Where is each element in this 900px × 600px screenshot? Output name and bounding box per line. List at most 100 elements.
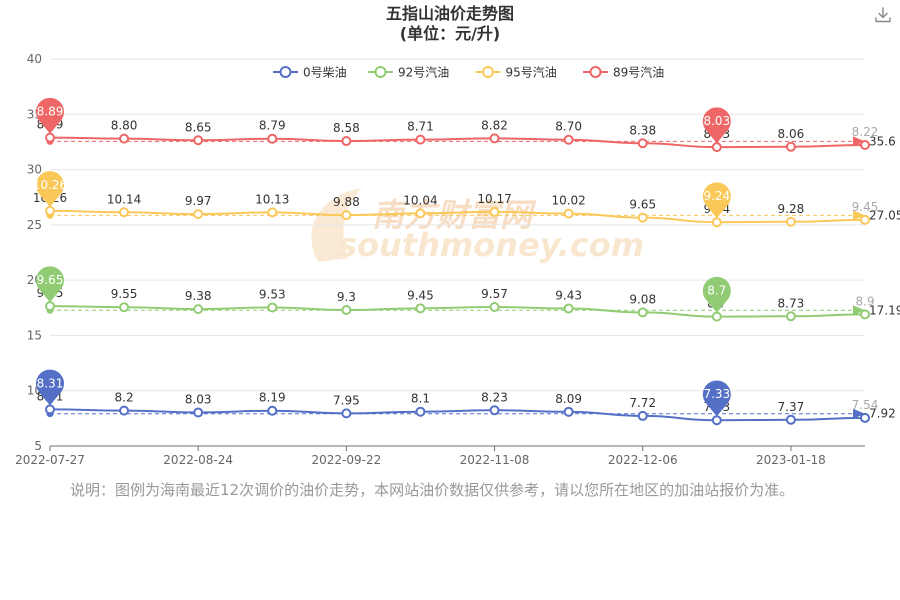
series-95号汽油: 27.05 10.26 10.14 9.97 10.13 9.88 10.04 10.17 10… [33,171,900,228]
data-label: 8.23 [481,390,508,404]
y-tick-label: 30 [27,163,42,177]
data-point [267,302,278,313]
data-label: 8.19 [259,391,286,405]
average-arrow [853,408,865,419]
min-pin-shape [702,107,731,144]
x-tick-label: 2022-11-08 [460,453,530,467]
min-pin: 8.03 [702,107,731,144]
average-arrow [853,305,865,316]
chart-note: 说明：图例为海南最近12次调价的油价走势，本网站油价数据仅供参考，请以您所在地区… [70,481,795,499]
data-label: 9.38 [185,289,212,303]
data-label: 8.79 [259,119,286,133]
watermark-en: southmoney.com [338,226,644,264]
legend-marker [589,66,602,78]
legend-item[interactable]: 92号汽油 [368,65,449,80]
data-point [267,133,278,144]
data-point [563,134,574,145]
legend-item[interactable]: 0号柴油 [273,66,347,80]
data-point [711,415,722,426]
data-point [193,407,204,418]
data-label: 8.22 [852,125,879,139]
series-layer: 7.92 8.31 8.2 8.03 8.19 7.95 8.1 8.23 8.09 7.72 7.… [33,97,900,426]
data-label: 10.02 [551,194,585,208]
series-0号柴油: 7.92 8.31 8.2 8.03 8.19 7.95 8.1 8.23 8.09 7.72 7.… [36,369,896,426]
download-icon[interactable] [874,6,892,24]
legend-marker [374,66,387,78]
min-pin-label: 8.7 [707,284,726,298]
chart-title-main: 五指山油价走势图 [385,4,514,23]
watermark-cn: 南方财富网 [372,196,537,234]
data-label: 9.45 [852,200,879,214]
data-point [341,408,352,419]
data-label: 9.43 [555,289,582,303]
data-label: 9.88 [333,195,360,209]
min-pin-shape [702,182,731,219]
data-point [785,311,796,322]
data-label: 10.14 [107,192,141,206]
data-label: 9.28 [778,202,805,216]
data-label: 8.06 [778,127,805,141]
data-point [193,209,204,220]
data-label: 7.72 [629,396,656,410]
data-label: 8.1 [411,392,430,406]
legend-label: 0号柴油 [303,66,347,80]
y-tick-label: 40 [27,52,42,66]
x-tick-label: 2022-09-22 [311,453,381,467]
legend[interactable]: 0号柴油 92号汽油 95号汽油 89号汽油 [273,65,664,80]
max-pin-label: 8.89 [37,105,64,119]
data-label: 10.17 [477,192,511,206]
data-point [860,140,870,151]
data-label: 8.03 [185,392,212,406]
data-point [119,302,130,313]
min-pin-label: 8.03 [703,114,730,128]
data-point [341,210,352,221]
data-label: 8.70 [555,120,582,134]
x-axis: 2022-07-27 2022-08-24 2022-09-22 2022-11-08… [15,445,865,467]
legend-item[interactable]: 95号汽油 [475,65,557,80]
data-label: 8.82 [481,118,508,132]
min-pin-shape [702,380,731,417]
min-pin: 7.33 [702,380,731,417]
data-label: 9.97 [185,194,212,208]
max-pin-shape [36,171,65,207]
data-label: 9.3 [337,290,356,304]
data-label: 8.65 [185,120,212,134]
data-label: 9.45 [407,288,434,302]
data-point [860,214,870,225]
data-label: 7.95 [333,393,360,407]
series-line [49,136,866,149]
data-point [45,205,55,216]
data-point [563,406,574,417]
data-point [711,217,722,228]
data-point [637,307,648,318]
max-pin-shape [36,266,65,303]
min-pin-shape [702,276,731,313]
legend-label: 95号汽油 [506,65,557,80]
max-pin-shape [36,97,65,134]
max-pin-label: 9.65 [37,273,64,287]
data-point [637,138,648,149]
data-point [785,141,796,152]
data-label: 8.09 [555,392,582,406]
data-point [45,301,55,312]
max-pin: 9.65 [36,266,65,303]
x-tick-label: 2023-01-18 [756,453,826,467]
legend-item[interactable]: 89号汽油 [583,65,664,80]
data-label: 8.58 [333,121,360,135]
y-tick-label: 15 [27,328,42,342]
data-label: 7.54 [852,398,879,412]
data-label: 9.65 [629,198,656,212]
data-point [45,132,55,143]
max-pin: 8.89 [36,97,65,134]
data-point [267,207,278,218]
series-92号汽油: 17.19 9.65 9.55 9.38 9.53 9.3 9.45 9.57 9.43 9.08… [36,266,900,322]
data-point [119,405,130,416]
data-point [415,303,426,314]
y-tick-label: 25 [27,218,42,232]
data-point [563,208,574,219]
min-pin-label: 9.24 [703,189,730,203]
data-point [415,134,426,145]
legend-marker [482,66,494,78]
data-point [860,309,870,320]
data-point [637,212,648,223]
